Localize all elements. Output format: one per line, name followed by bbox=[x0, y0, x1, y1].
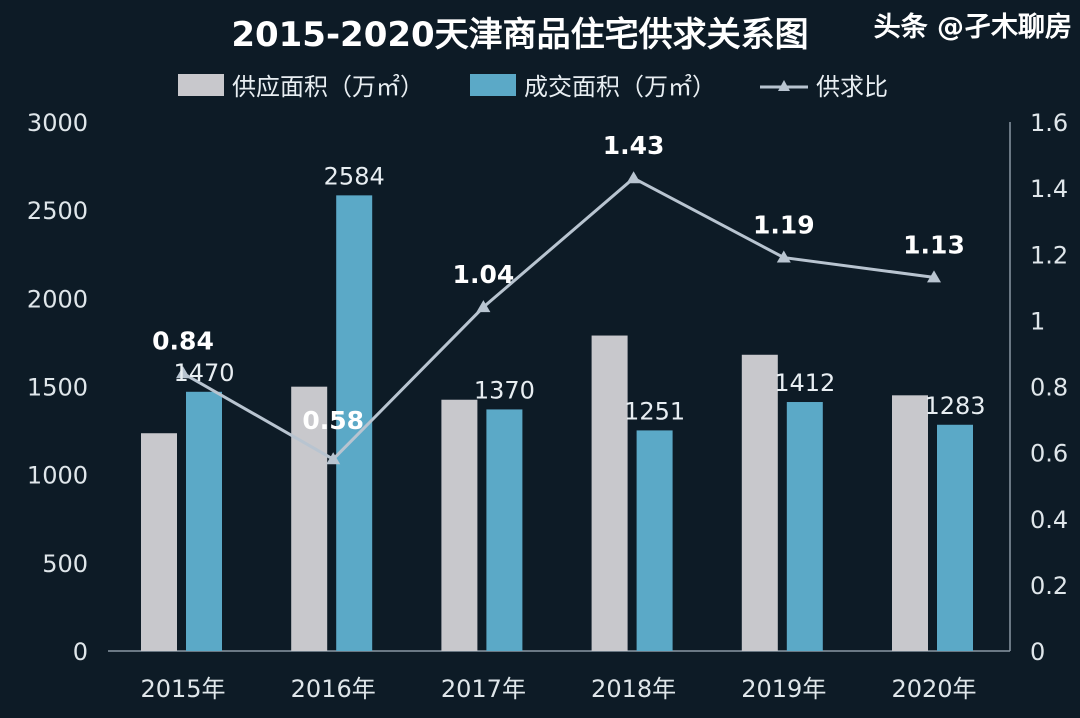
ratio-marker bbox=[326, 452, 341, 465]
ratio-marker bbox=[176, 366, 190, 379]
deal-bar bbox=[636, 430, 673, 651]
left-tick-label: 0 bbox=[73, 638, 88, 666]
left-tick-label: 1000 bbox=[27, 462, 88, 490]
x-tick-label: 2020年 bbox=[891, 675, 976, 703]
right-tick-label: 1.4 bbox=[1030, 175, 1068, 203]
left-tick-label: 500 bbox=[42, 550, 88, 578]
supply-bar bbox=[591, 335, 628, 651]
deal-bar bbox=[336, 195, 373, 651]
right-tick-label: 1 bbox=[1030, 307, 1045, 335]
deal-value-label: 1370 bbox=[474, 376, 535, 404]
ratio-polyline bbox=[182, 176, 935, 462]
legend-ratio-marker bbox=[778, 80, 790, 91]
right-tick-label: 1.6 bbox=[1030, 109, 1068, 137]
x-tick-label: 2019年 bbox=[741, 675, 826, 703]
ratio-value-label: 0.84 bbox=[152, 326, 214, 355]
left-tick-label: 1500 bbox=[27, 374, 88, 402]
x-tick-label: 2017年 bbox=[441, 675, 526, 703]
bars bbox=[141, 195, 973, 651]
right-tick-label: 0.6 bbox=[1030, 440, 1068, 468]
ratio-value-label: 1.43 bbox=[603, 131, 665, 160]
supply-bar bbox=[441, 399, 478, 651]
left-tick-label: 2500 bbox=[27, 197, 88, 225]
legend-supply-label: 供应面积（万㎡） bbox=[232, 73, 424, 101]
deal-bar bbox=[186, 391, 222, 651]
ratio-line bbox=[176, 171, 941, 465]
axes: 0 500 1000 1500 2000 2500 3000 0 0.2 0.4 0.6 0.8 1 1.… bbox=[27, 109, 1068, 703]
right-tick-label: 0.8 bbox=[1030, 374, 1068, 402]
ratio-value-label: 1.19 bbox=[753, 211, 815, 240]
supply-bar bbox=[892, 395, 928, 651]
supply-bar bbox=[741, 354, 778, 651]
ratio-value-label: 0.58 bbox=[302, 406, 364, 435]
left-tick-label: 3000 bbox=[27, 109, 88, 137]
ratio-marker bbox=[927, 270, 941, 283]
x-tick-label: 2018年 bbox=[591, 675, 676, 703]
right-tick-label: 0.2 bbox=[1030, 572, 1068, 600]
watermark: 头条 @孑木聊房 bbox=[874, 12, 1072, 43]
deal-value-label: 2584 bbox=[324, 162, 385, 190]
right-tick-label: 0.4 bbox=[1030, 506, 1068, 534]
data-labels: 1470 2584 1370 1251 1412 1283 0.84 0.58 1.04 1.43… bbox=[152, 131, 985, 435]
ratio-marker bbox=[626, 171, 641, 184]
deal-value-label: 1470 bbox=[173, 359, 234, 387]
supply-bar bbox=[291, 386, 328, 651]
chart-title: 2015-2020天津商品住宅供求关系图 bbox=[231, 15, 808, 55]
right-tick-label: 0 bbox=[1030, 638, 1045, 666]
legend: 供应面积（万㎡） 成交面积（万㎡） 供求比 bbox=[178, 73, 888, 101]
deal-value-label: 1283 bbox=[924, 392, 985, 420]
legend-deal-swatch bbox=[470, 74, 516, 96]
deal-bar bbox=[786, 402, 823, 651]
left-tick-label: 2000 bbox=[27, 285, 88, 313]
legend-ratio-label: 供求比 bbox=[816, 73, 888, 101]
deal-value-label: 1251 bbox=[624, 397, 685, 425]
deal-bar bbox=[937, 424, 973, 651]
right-tick-label: 1.2 bbox=[1030, 241, 1068, 269]
ratio-marker bbox=[476, 300, 491, 313]
x-tick-label: 2015年 bbox=[140, 675, 225, 703]
legend-supply-swatch bbox=[178, 74, 224, 96]
x-tick-label: 2016年 bbox=[291, 675, 376, 703]
ratio-marker bbox=[776, 250, 791, 263]
ratio-value-label: 1.04 bbox=[453, 260, 515, 289]
deal-bar bbox=[486, 409, 523, 651]
deal-value-label: 1412 bbox=[774, 369, 835, 397]
supply-bar bbox=[141, 433, 177, 651]
ratio-value-label: 1.13 bbox=[903, 230, 965, 259]
legend-deal-label: 成交面积（万㎡） bbox=[524, 73, 716, 101]
